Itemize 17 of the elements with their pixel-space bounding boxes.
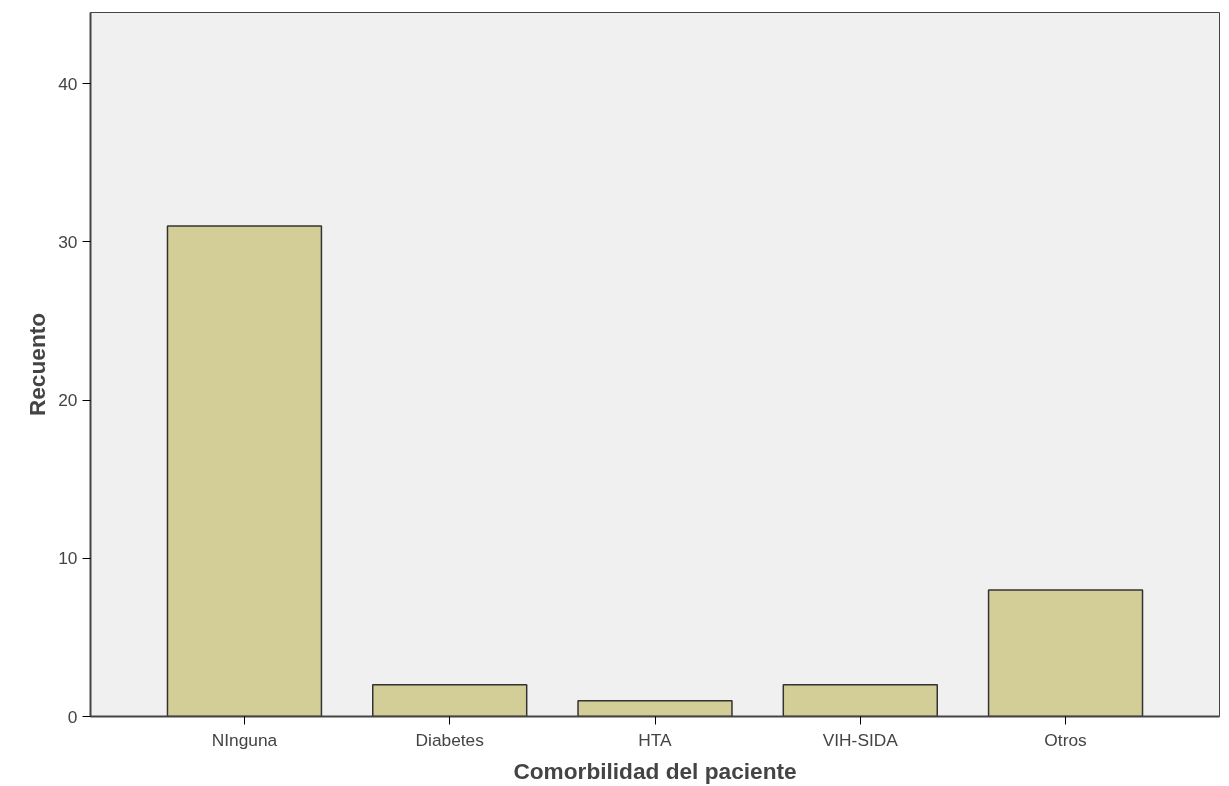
x-tick-label: Otros (1044, 729, 1088, 750)
y-tick-label: 30 (58, 231, 78, 252)
y-tick-label: 10 (58, 548, 78, 569)
y-axis-title: Recuento (24, 312, 51, 417)
bar (372, 684, 528, 717)
bar (577, 699, 733, 717)
x-tick-label: Diabetes (415, 729, 485, 750)
x-tick-label: HTA (638, 729, 673, 750)
bar (782, 684, 938, 717)
x-axis-title: Comorbilidad del paciente (513, 757, 797, 784)
bar (166, 225, 323, 717)
bar (987, 589, 1144, 717)
y-tick-label: 20 (58, 390, 78, 411)
y-tick-label: 0 (67, 706, 78, 727)
x-tick-label: NInguna (211, 729, 278, 750)
y-tick-label: 40 (58, 73, 78, 94)
x-tick-label: VIH-SIDA (822, 729, 899, 750)
